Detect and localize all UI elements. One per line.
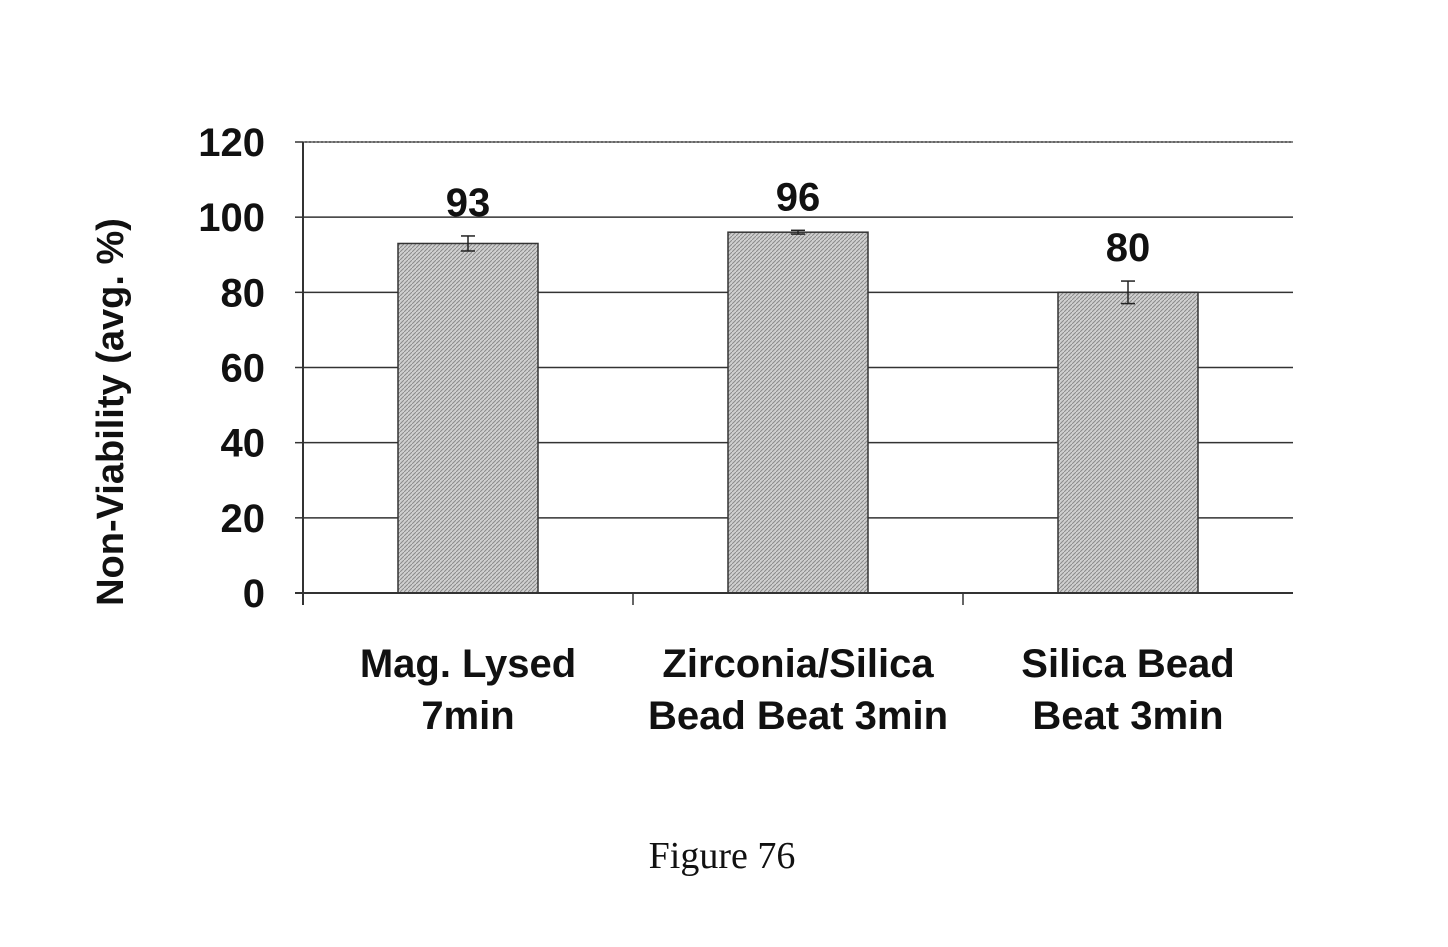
y-tick-label: 40 [221,422,266,466]
y-tick-label: 100 [198,196,265,240]
bar [398,243,538,593]
x-category-label: Beat 3min [1032,694,1223,738]
data-label: 96 [776,175,821,219]
bar [1058,292,1198,593]
x-category-label: Zirconia/Silica [662,642,934,686]
x-category-label: Silica Bead [1021,642,1234,686]
x-category-label: 7min [421,694,514,738]
y-tick-label: 60 [221,347,266,391]
y-tick-label: 80 [221,271,266,315]
data-label: 93 [446,181,491,225]
figure-caption: Figure 76 [649,835,796,877]
x-category-label: Mag. Lysed [360,642,576,686]
bars [398,230,1198,593]
y-tick-label: 120 [198,121,265,165]
y-tick-label: 20 [221,497,266,541]
data-label: 80 [1106,226,1151,270]
y-tick-label: 0 [243,572,265,616]
x-category-label: Bead Beat 3min [648,694,948,738]
bar [728,232,868,593]
y-axis-title: Non-Viability (avg. %) [90,218,132,606]
